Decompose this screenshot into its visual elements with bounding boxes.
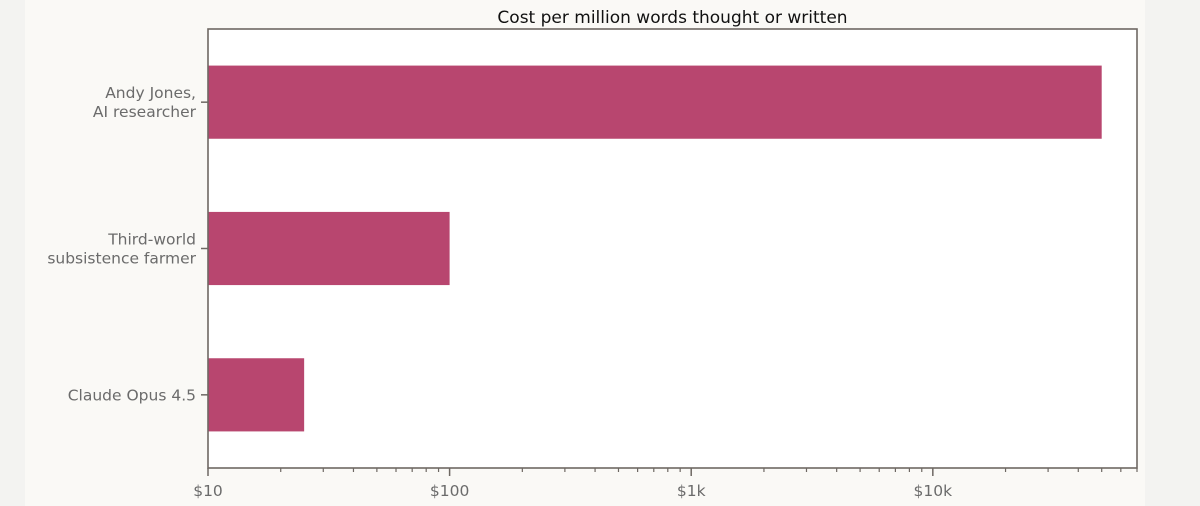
x-tick-label-1: $100 [430,482,469,500]
bars-layer [208,29,1137,468]
category-label-line: subsistence farmer [47,250,196,268]
x-tick-label-2: $1k [677,482,706,500]
x-tick-label-0: $10 [193,482,223,500]
category-label-1: Third-world subsistence farmer [47,231,196,268]
plot-frame [207,28,1138,469]
x-tick-label-3: $10k [914,482,953,500]
axes-layer: Andy Jones, AI researcher Third-world subsi… [47,28,1138,500]
category-label-2: Claude Opus 4.5 [68,386,196,404]
chart-figure: Cost per million words thought or writte… [25,0,1145,506]
category-label-line: Third-world [107,231,196,249]
category-label-0: Andy Jones, AI researcher [93,84,197,121]
bar-chart: Cost per million words thought or writte… [47,8,1138,500]
category-label-line: Andy Jones, [105,84,196,102]
category-label-line: AI researcher [93,103,197,121]
category-label-line: Claude Opus 4.5 [68,386,196,404]
chart-title: Cost per million words thought or writte… [497,8,847,28]
bar-1 [208,211,450,286]
bar-0 [208,65,1102,139]
bar-2 [208,358,305,432]
